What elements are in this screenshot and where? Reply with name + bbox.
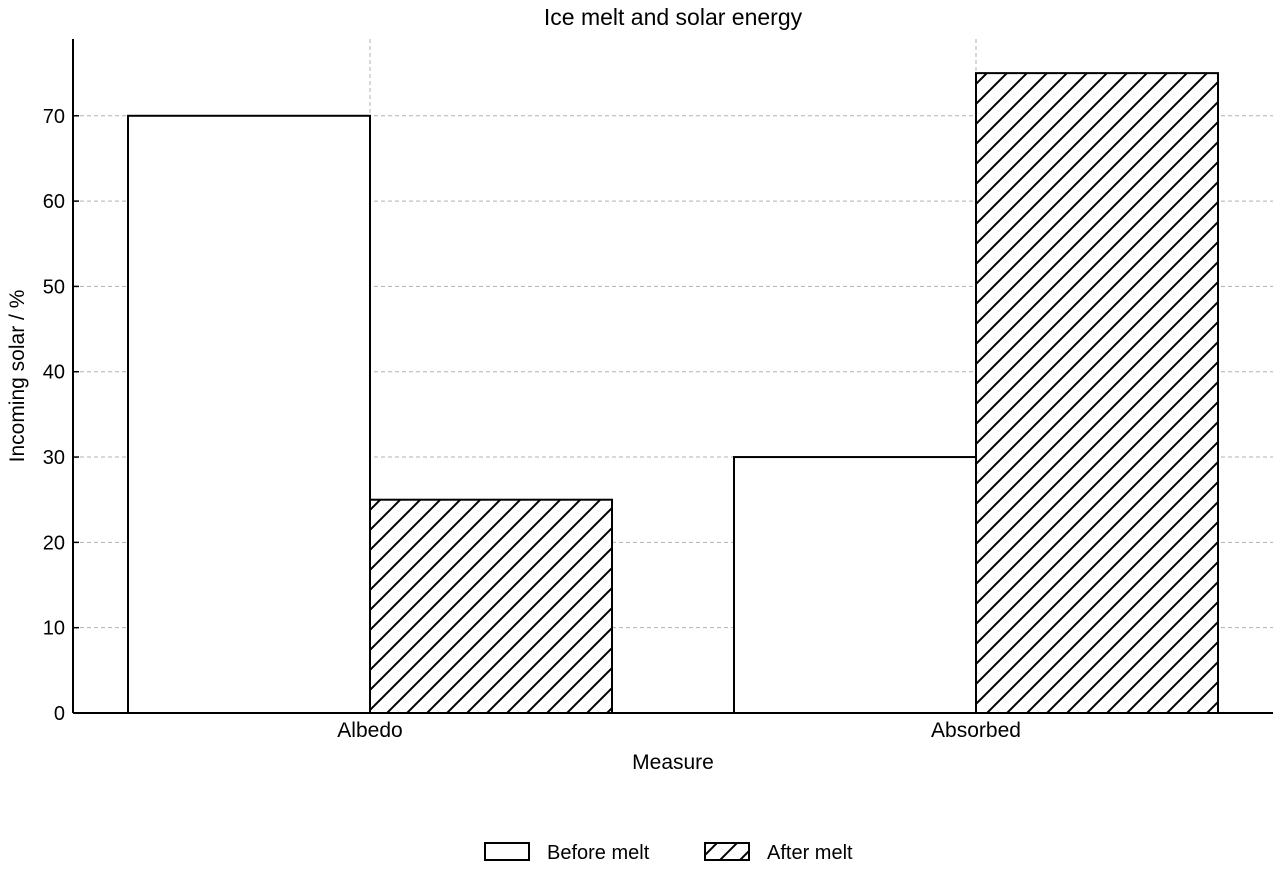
x-axis-label: Measure <box>632 751 714 774</box>
y-tick-label: 0 <box>54 703 65 725</box>
y-tick-label: 60 <box>43 191 65 213</box>
y-tick-label: 70 <box>43 106 65 128</box>
legend-swatch-after-melt <box>704 842 750 861</box>
legend-swatch-before-melt <box>484 842 530 861</box>
y-tick-label: 50 <box>43 276 65 298</box>
bars <box>127 72 1219 715</box>
legend: Before melt After melt <box>484 842 853 864</box>
bar-absorbed-after-melt <box>975 72 1219 714</box>
chart-title: Ice melt and solar energy <box>544 4 803 30</box>
y-tick-label: 30 <box>43 447 65 469</box>
bar-albedo-after-melt <box>369 498 613 714</box>
x-tick-label: Absorbed <box>931 719 1021 742</box>
y-axis-label: Incoming solar / % <box>6 290 29 463</box>
x-tick-label: Albedo <box>337 719 402 742</box>
bar-absorbed-before-melt <box>733 456 977 714</box>
legend-label-after-melt: After melt <box>767 842 853 864</box>
y-tick-label: 20 <box>43 532 65 554</box>
legend-label-before-melt: Before melt <box>547 842 650 864</box>
y-tick-label: 40 <box>43 362 65 384</box>
axes: 0 10 20 30 40 50 60 70 Albedo Absorbed <box>43 39 1273 742</box>
y-tick-label: 10 <box>43 618 65 640</box>
bar-albedo-before-melt <box>127 114 371 715</box>
